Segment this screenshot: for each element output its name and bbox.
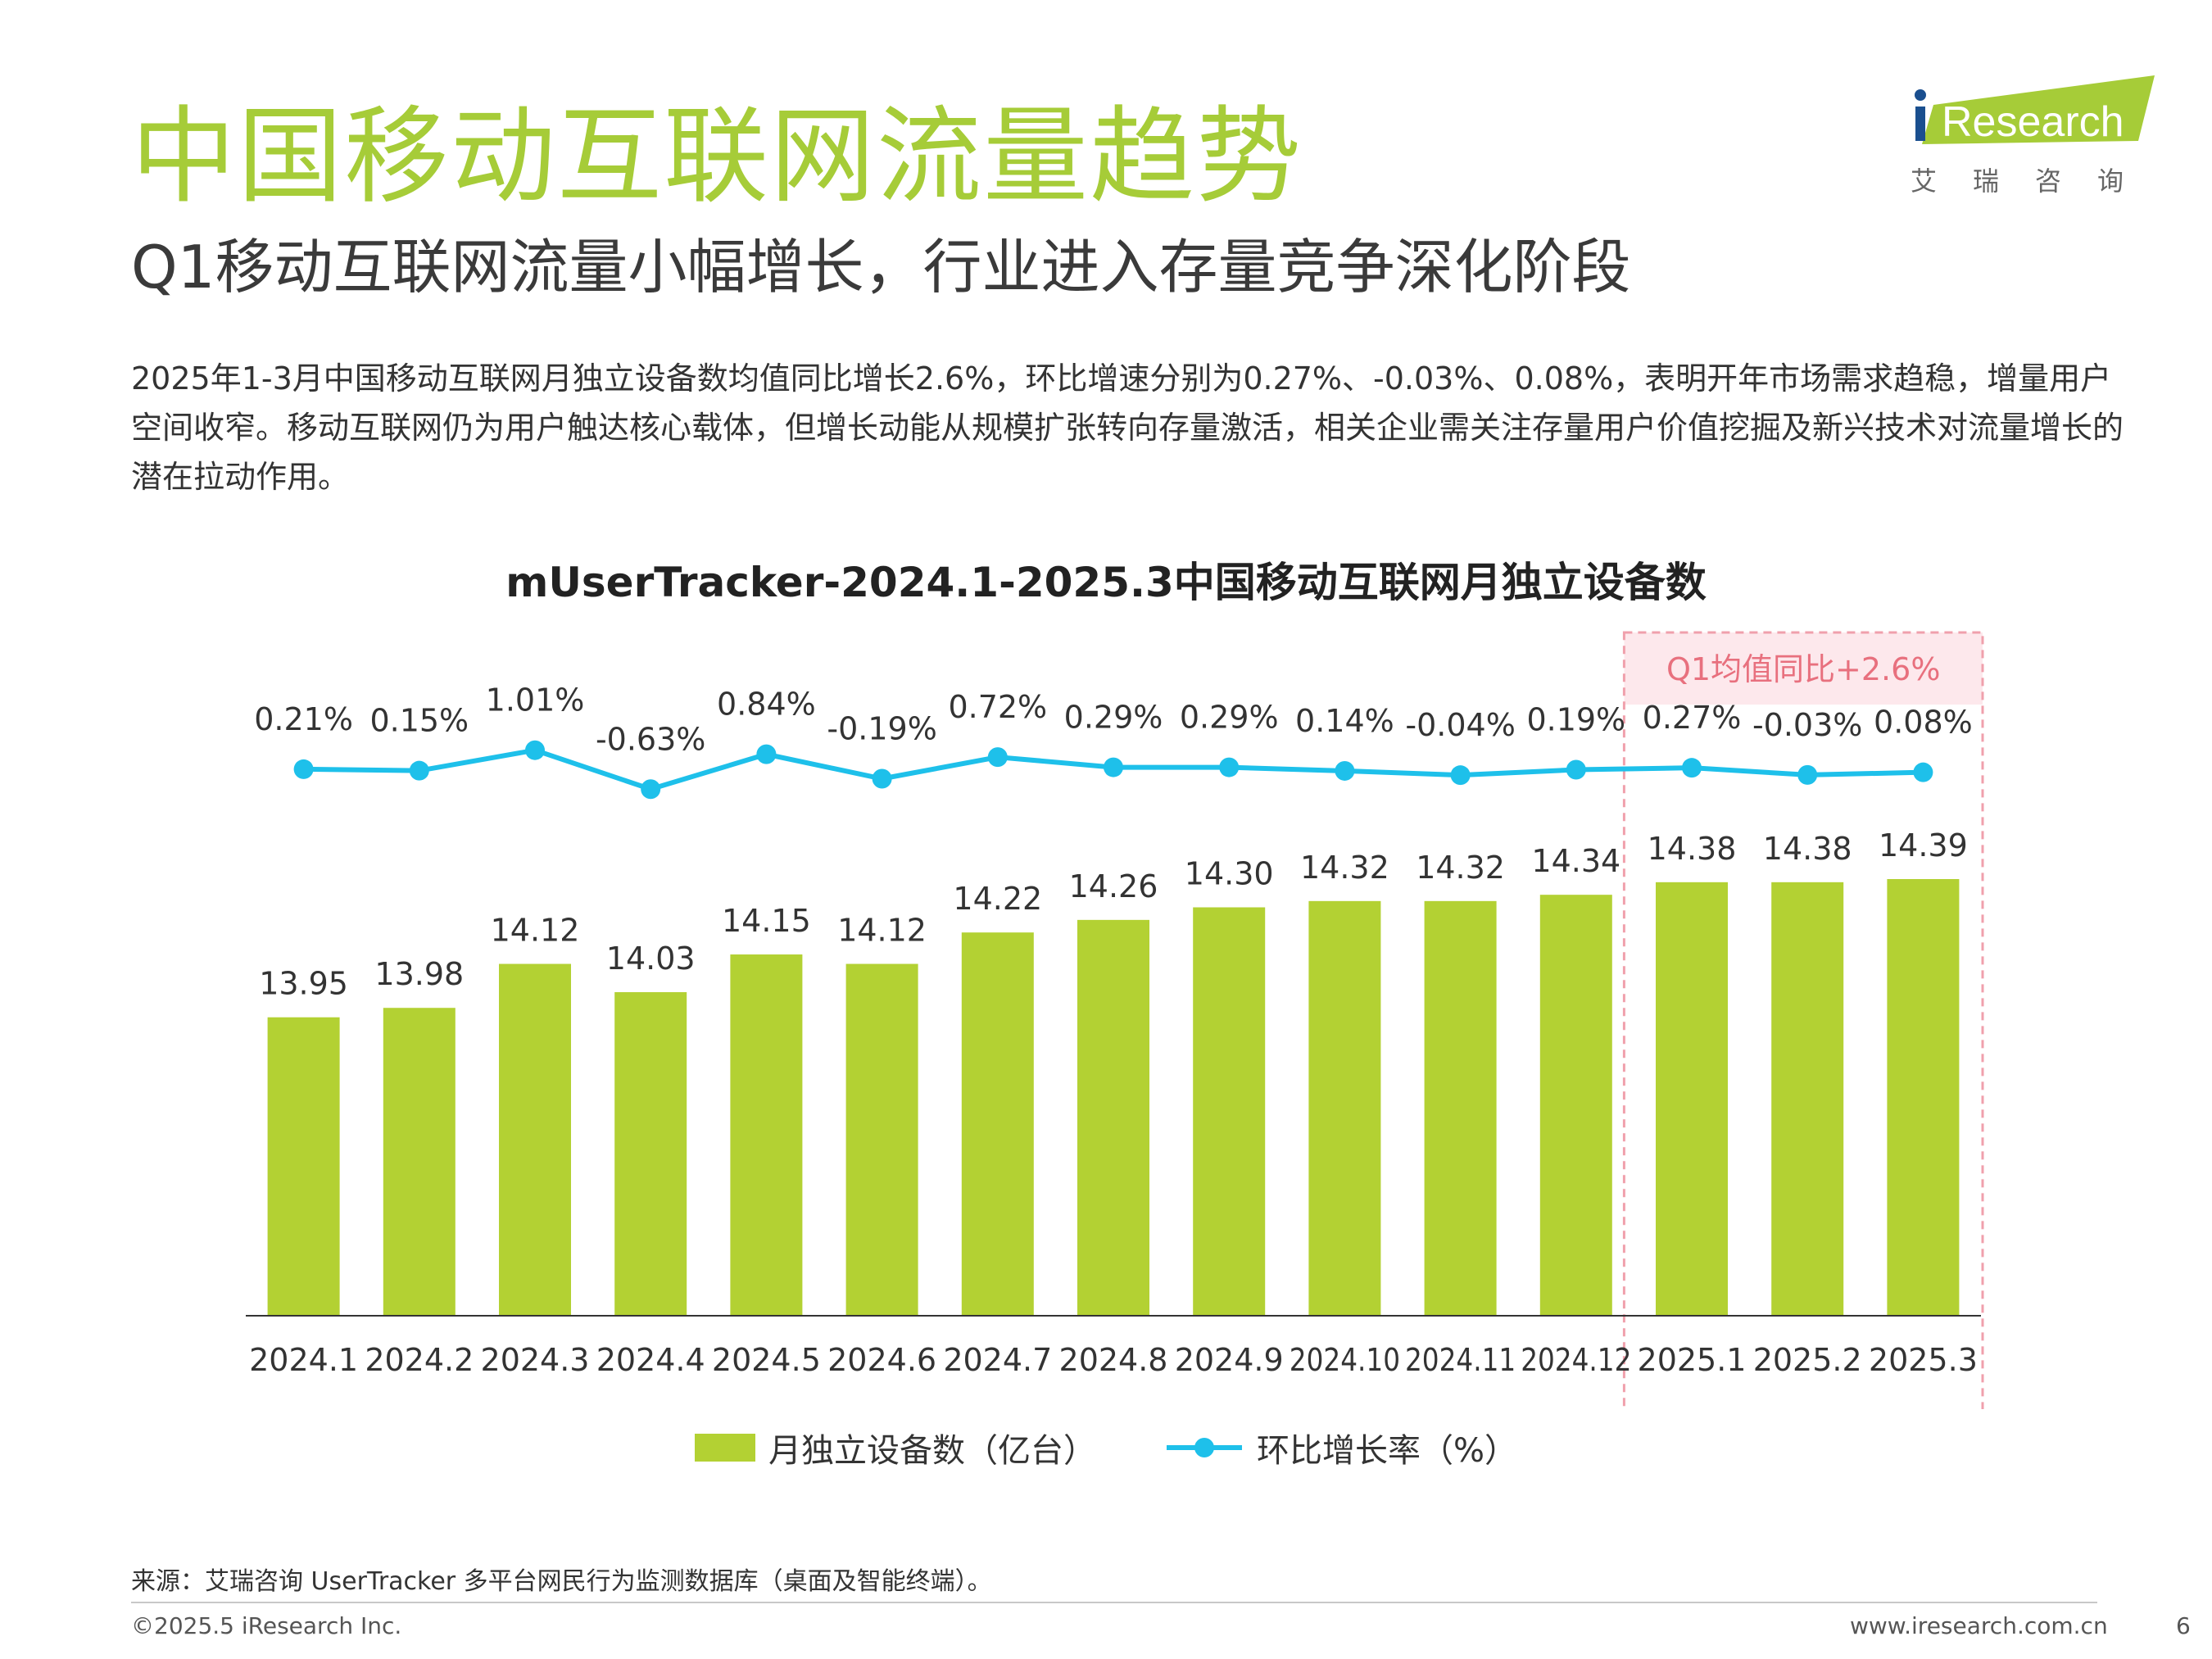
growth-point-2024.7	[987, 747, 1008, 768]
bar-value-label: 14.32	[1300, 850, 1389, 886]
growth-point-2024.1	[293, 759, 314, 779]
bar-value-label: 14.30	[1185, 856, 1274, 892]
device-count-chart: mUserTracker-2024.1-2025.3中国移动互联网月独立设备数 Q…	[246, 559, 1984, 1409]
x-tick-label: 2025.3	[1869, 1342, 1978, 1378]
bar-2024.6	[845, 963, 918, 1316]
growth-point-2024.12	[1566, 759, 1586, 780]
copyright: ©2025.5 iResearch Inc.	[131, 1612, 402, 1639]
bar-value-label: 13.98	[374, 956, 464, 992]
bar-2025.1	[1656, 882, 1728, 1316]
growth-value-label: 0.29%	[1064, 700, 1163, 736]
bar-2024.10	[1308, 900, 1381, 1316]
growth-value-label: 0.14%	[1295, 703, 1394, 739]
x-tick-label: 2025.1	[1638, 1342, 1747, 1378]
bar-value-label: 14.22	[953, 881, 1042, 917]
bar-value-label: 14.12	[837, 913, 927, 949]
bar-value-label: 14.38	[1648, 831, 1737, 867]
bar-value-label: 14.12	[491, 913, 580, 949]
growth-point-2024.11	[1450, 765, 1471, 786]
growth-value-label: 1.01%	[486, 682, 585, 718]
x-tick-label: 2024.4	[596, 1342, 705, 1378]
annotation-header-fill	[1624, 632, 1983, 705]
x-tick-label: 2024.5	[712, 1342, 821, 1378]
bar-2025.2	[1771, 882, 1844, 1316]
growth-point-2025.1	[1682, 758, 1702, 778]
growth-value-label: 0.84%	[717, 687, 816, 723]
bar-value-label: 14.38	[1763, 831, 1852, 867]
x-tick-label: 2024.9	[1175, 1342, 1284, 1378]
x-tick-label: 2024.6	[827, 1342, 936, 1378]
bar-value-label: 14.26	[1069, 868, 1158, 904]
growth-value-label: -0.04%	[1405, 707, 1515, 743]
legend-item-devices: 月独立设备数（亿台）	[694, 1424, 1096, 1471]
chart-legend: 月独立设备数（亿台） 环比增长率（%）	[0, 1424, 2212, 1471]
bar-2024.5	[730, 954, 803, 1316]
logo-brand-text: Research	[1942, 98, 2124, 146]
bar-2024.9	[1193, 907, 1266, 1316]
legend-line-swatch	[1166, 1438, 1242, 1457]
x-tick-label: 2024.3	[481, 1342, 590, 1378]
x-tick-label: 2024.2	[365, 1342, 474, 1378]
page-subtitle: Q1移动互联网流量小幅增长，行业进入存量竞争深化阶段	[131, 233, 1631, 301]
legend-label-growth: 环比增长率（%）	[1256, 1432, 1517, 1470]
page-number: 6	[2176, 1612, 2191, 1639]
x-tick-label: 2024.1	[249, 1342, 358, 1378]
growth-value-label: 0.29%	[1180, 700, 1279, 736]
website-link[interactable]: www.iresearch.com.cn	[1850, 1612, 2108, 1639]
growth-value-label: 0.19%	[1526, 701, 1625, 737]
growth-value-label: 0.72%	[948, 689, 1047, 725]
bar-2024.1	[267, 1017, 340, 1316]
bar-2024.7	[961, 932, 1034, 1316]
growth-value-label: 0.27%	[1643, 700, 1742, 736]
iresearch-logo: Research	[1915, 75, 2155, 146]
annotation-label: Q1均值同比+2.6%	[1666, 651, 1940, 687]
x-tick-label: 2024.7	[943, 1342, 1052, 1378]
chart-title: mUserTracker-2024.1-2025.3中国移动互联网月独立设备数	[505, 559, 1707, 606]
bar-value-label: 14.34	[1531, 843, 1620, 879]
bar-value-label: 14.32	[1416, 850, 1505, 886]
bar-2024.4	[614, 992, 687, 1316]
logo-chinese-name: 艾瑞咨询	[1911, 165, 2160, 197]
annotation-box	[1622, 631, 1984, 1409]
growth-value-label: -0.63%	[596, 721, 705, 757]
x-tick-label: 2024.10	[1290, 1342, 1400, 1378]
bar-value-label: 13.95	[259, 966, 348, 1002]
growth-value-label: 0.15%	[369, 703, 469, 739]
x-tick-label: 2024.8	[1059, 1342, 1168, 1378]
x-tick-label: 2024.11	[1405, 1342, 1516, 1378]
bar-2025.3	[1887, 879, 1960, 1316]
source-note: 来源：艾瑞咨询 UserTracker 多平台网民行为监测数据库（桌面及智能终端…	[131, 1567, 992, 1596]
growth-point-2024.6	[872, 768, 892, 789]
bar-2024.12	[1539, 895, 1612, 1316]
x-tick-label: 2024.12	[1521, 1342, 1631, 1378]
legend-label-devices: 月独立设备数（亿台）	[768, 1432, 1096, 1470]
growth-point-2024.10	[1335, 760, 1355, 781]
growth-point-2024.8	[1104, 757, 1123, 777]
page-title: 中国移动互联网流量趋势	[131, 96, 1303, 218]
growth-point-2025.3	[1913, 762, 1933, 782]
growth-point-2024.2	[409, 760, 429, 781]
growth-point-2025.2	[1797, 764, 1818, 785]
bar-2024.3	[499, 963, 571, 1316]
bar-value-label: 14.15	[722, 903, 811, 939]
growth-point-2024.9	[1219, 757, 1240, 777]
bar-2024.8	[1077, 919, 1149, 1316]
summary-paragraph: 2025年1-3月中国移动互联网月独立设备数均值同比增长2.6%，环比增速分别为…	[131, 360, 2124, 495]
growth-point-2024.3	[525, 740, 545, 760]
growth-value-label: -0.03%	[1752, 707, 1862, 743]
bar-2024.2	[383, 1008, 456, 1316]
bar-2024.11	[1424, 900, 1497, 1316]
growth-value-label: 0.21%	[254, 701, 353, 737]
growth-value-label: 0.08%	[1874, 705, 1973, 741]
growth-value-label: -0.19%	[827, 711, 936, 747]
growth-point-2024.5	[756, 744, 777, 764]
footer-divider	[131, 1602, 2097, 1603]
legend-bar-swatch	[694, 1434, 755, 1462]
legend-item-growth: 环比增长率（%）	[1165, 1424, 1517, 1471]
bar-value-label: 14.39	[1879, 827, 1968, 863]
bar-value-label: 14.03	[606, 941, 696, 977]
growth-point-2024.4	[641, 779, 661, 800]
x-tick-label: 2025.2	[1753, 1342, 1862, 1378]
